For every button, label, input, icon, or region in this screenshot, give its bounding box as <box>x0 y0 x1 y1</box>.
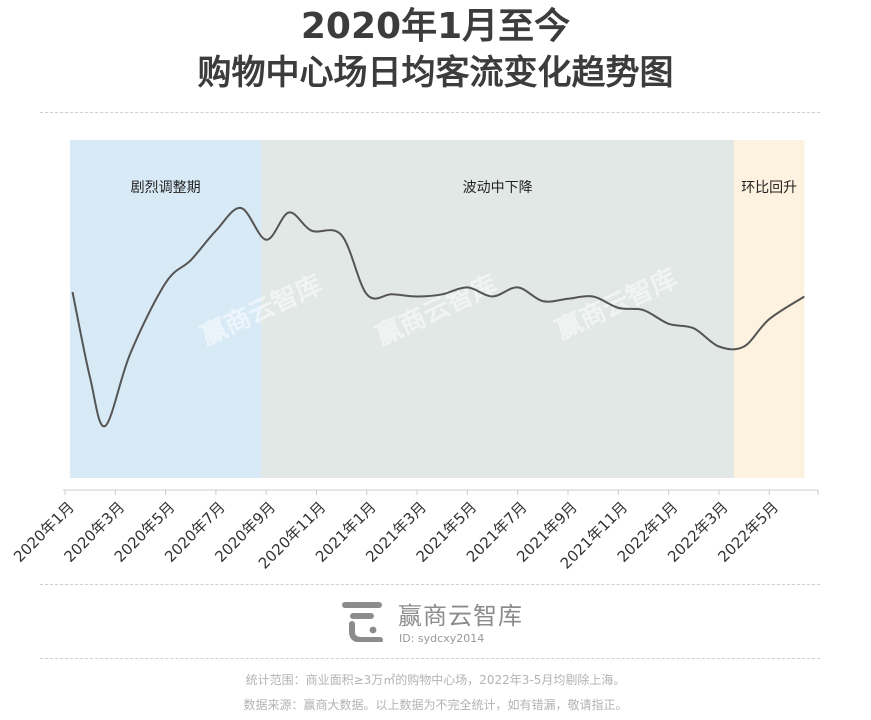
brand-logo-icon <box>342 602 383 642</box>
series-line <box>71 206 805 427</box>
top-divider <box>40 112 820 113</box>
phase-band <box>70 140 262 478</box>
chart-title-line1: 2020年1月至今 <box>300 6 571 47</box>
phase-label: 剧烈调整期 <box>131 180 201 196</box>
phase-band <box>261 140 734 478</box>
middle-divider <box>40 584 820 585</box>
phase-label: 环比回升 <box>741 180 797 196</box>
phase-band <box>733 140 805 478</box>
source-note: 数据来源：赢商大数据。以上数据为不完全统计，如有错漏，敬请指正。 <box>243 698 628 712</box>
brand-id: ID: sydcxy2014 <box>399 632 485 645</box>
chart-title-line2: 购物中心场日均客流变化趋势图 <box>197 53 674 93</box>
scope-note: 统计范围：商业面积≥3万㎡的购物中心场，2022年3-5月均剔除上海。 <box>245 673 626 687</box>
phase-label: 波动中下降 <box>463 180 533 196</box>
bottom-divider <box>40 658 820 659</box>
brand-name: 赢商云智库 <box>398 602 523 630</box>
